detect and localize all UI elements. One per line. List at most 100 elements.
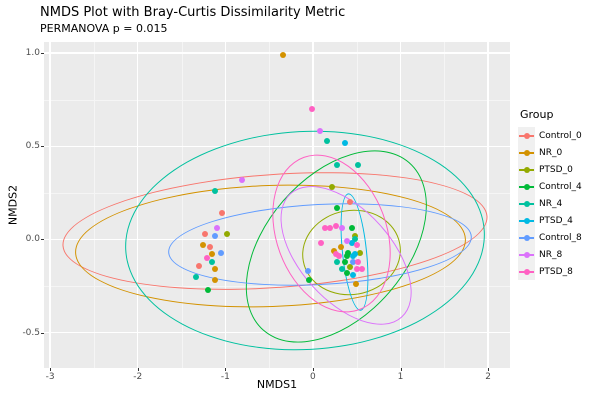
gridline-major-x bbox=[487, 42, 489, 368]
data-point-ptsd_8 bbox=[309, 106, 316, 113]
legend-key-icon bbox=[518, 263, 535, 280]
data-point-nr_8 bbox=[316, 128, 323, 135]
data-point-ptsd_4 bbox=[342, 139, 349, 146]
x-tick-label: -3 bbox=[45, 372, 55, 382]
y-axis-title: NMDS2 bbox=[6, 184, 20, 226]
y-tick-mark bbox=[41, 332, 44, 334]
y-tick-label: -0.5 bbox=[22, 327, 40, 338]
data-point-ptsd_8 bbox=[326, 225, 333, 232]
data-point-ptsd_0 bbox=[224, 230, 231, 237]
gridline-minor-x bbox=[93, 42, 95, 368]
data-point-ptsd_8 bbox=[317, 240, 324, 247]
data-point-control_0 bbox=[196, 262, 203, 269]
data-point-nr_4 bbox=[323, 137, 330, 144]
legend-entry-ptsd_4: PTSD_4 bbox=[518, 212, 582, 229]
gridline-major-x bbox=[399, 42, 402, 368]
legend-entry-ptsd_0: PTSD_0 bbox=[518, 161, 582, 178]
legend-entry-ptsd_8: PTSD_8 bbox=[518, 263, 582, 280]
gridline-minor-y bbox=[44, 99, 510, 101]
legend-key-icon bbox=[518, 161, 535, 178]
data-point-ptsd_8 bbox=[336, 253, 343, 260]
x-tick-mark bbox=[137, 368, 139, 371]
legend-label: PTSD_8 bbox=[539, 266, 573, 277]
data-point-control_4 bbox=[204, 286, 211, 293]
x-tick-mark bbox=[225, 368, 227, 371]
x-tick-mark bbox=[400, 368, 402, 371]
legend-key-icon bbox=[518, 144, 535, 161]
data-point-control_8 bbox=[217, 249, 224, 256]
legend-entry-nr_0: NR_0 bbox=[518, 144, 582, 161]
legend-key-icon bbox=[518, 178, 535, 195]
gridline-minor-x bbox=[444, 42, 446, 368]
data-point-nr_0 bbox=[209, 251, 216, 258]
data-point-nr_4 bbox=[354, 161, 361, 168]
y-tick-mark bbox=[41, 146, 44, 148]
data-point-nr_0 bbox=[211, 277, 218, 284]
x-tick-mark bbox=[50, 368, 52, 371]
data-point-ptsd_0 bbox=[329, 184, 336, 191]
data-point-nr_8 bbox=[338, 225, 345, 232]
gridline-major-x bbox=[136, 42, 139, 368]
legend-entry-control_0: Control_0 bbox=[518, 127, 582, 144]
data-point-control_4 bbox=[333, 204, 340, 211]
legend-label: PTSD_0 bbox=[539, 164, 573, 175]
data-point-control_8 bbox=[304, 268, 311, 275]
data-point-control_4 bbox=[342, 258, 349, 265]
plot-panel bbox=[44, 42, 510, 377]
legend-key-icon bbox=[518, 195, 535, 212]
data-point-control_0 bbox=[218, 210, 225, 217]
x-tick-mark bbox=[312, 368, 314, 371]
data-point-ptsd_8 bbox=[322, 225, 329, 232]
data-point-nr_4 bbox=[333, 161, 340, 168]
data-point-nr_0 bbox=[199, 242, 206, 249]
data-point-nr_4 bbox=[192, 273, 199, 280]
y-tick-mark bbox=[41, 239, 44, 241]
gridline-major-y bbox=[44, 238, 510, 241]
legend-label: NR_0 bbox=[539, 147, 563, 158]
data-point-control_4 bbox=[305, 277, 312, 284]
x-tick-label: 2 bbox=[485, 372, 491, 382]
data-point-control_4 bbox=[349, 225, 356, 232]
legend: Group Control_0 NR_0 PTSD_0 Control_4 NR_4 PT… bbox=[518, 108, 582, 280]
gridline-major-x bbox=[49, 42, 51, 368]
x-tick-label: 0 bbox=[310, 372, 316, 382]
data-point-ptsd_0 bbox=[351, 232, 358, 239]
data-point-nr_4 bbox=[351, 236, 358, 243]
y-tick-mark bbox=[41, 53, 44, 55]
data-point-nr_4 bbox=[338, 266, 345, 273]
plot-title: NMDS Plot with Bray-Curtis Dissimilarity… bbox=[40, 5, 346, 20]
data-point-ptsd_8 bbox=[353, 242, 360, 249]
data-point-nr_4 bbox=[333, 258, 340, 265]
x-tick-mark bbox=[488, 368, 490, 371]
data-point-ptsd_4 bbox=[350, 253, 357, 260]
y-tick-label: 0.5 bbox=[25, 141, 40, 152]
x-axis-title: NMDS1 bbox=[256, 378, 298, 391]
data-point-control_8 bbox=[211, 232, 218, 239]
gridline-minor-x bbox=[269, 42, 271, 368]
data-point-ptsd_4 bbox=[350, 271, 357, 278]
legend-label: Control_8 bbox=[539, 232, 582, 243]
legend-label: PTSD_4 bbox=[539, 215, 573, 226]
legend-label: Control_4 bbox=[539, 181, 582, 192]
legend-title: Group bbox=[520, 108, 554, 121]
data-point-nr_4 bbox=[211, 188, 218, 195]
data-point-nr_8 bbox=[238, 176, 245, 183]
data-point-nr_0 bbox=[211, 266, 218, 273]
legend-entry-nr_4: NR_4 bbox=[518, 195, 582, 212]
data-point-control_0 bbox=[206, 243, 213, 250]
gridline-major-y bbox=[44, 52, 510, 54]
legend-label: NR_4 bbox=[539, 198, 563, 209]
gridline-major-x bbox=[224, 42, 227, 368]
y-tick-label: 0.0 bbox=[25, 234, 40, 245]
legend-entry-nr_8: NR_8 bbox=[518, 246, 582, 263]
legend-key-icon bbox=[518, 127, 535, 144]
legend-key-icon bbox=[518, 229, 535, 246]
data-point-ptsd_0 bbox=[346, 264, 353, 271]
legend-label: Control_0 bbox=[539, 130, 582, 141]
data-point-ptsd_8 bbox=[332, 223, 339, 230]
data-point-ptsd_4 bbox=[349, 240, 356, 247]
data-point-nr_0 bbox=[330, 247, 337, 254]
y-tick-label: 1.0 bbox=[25, 48, 40, 59]
data-point-nr_8 bbox=[214, 225, 221, 232]
